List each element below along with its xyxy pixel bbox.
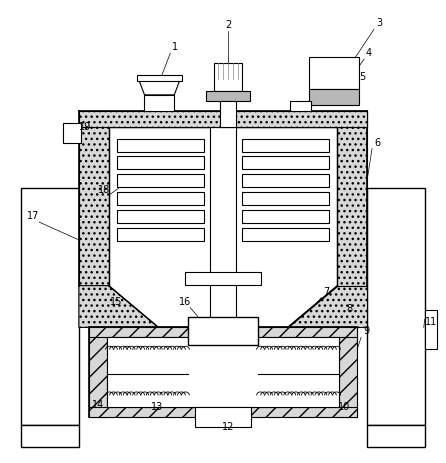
Text: 14: 14	[92, 400, 104, 410]
Bar	[367, 425, 425, 447]
Bar	[242, 175, 329, 187]
Bar	[89, 327, 357, 338]
Bar	[310, 57, 359, 89]
Text: 9: 9	[363, 326, 369, 337]
Bar	[107, 338, 339, 407]
Bar	[117, 210, 204, 223]
Text: 13: 13	[151, 402, 164, 412]
Bar	[425, 309, 437, 349]
Text: 10: 10	[338, 402, 351, 412]
Polygon shape	[139, 79, 180, 95]
Bar	[242, 156, 329, 169]
Bar	[21, 188, 79, 425]
Text: 1: 1	[172, 42, 178, 52]
Bar	[188, 318, 258, 345]
Text: 15: 15	[109, 297, 122, 307]
Bar	[89, 407, 357, 417]
Polygon shape	[79, 286, 158, 327]
Bar	[117, 175, 204, 187]
Text: 11: 11	[425, 318, 437, 327]
Bar	[136, 75, 182, 81]
Bar	[242, 138, 329, 151]
Bar	[185, 272, 261, 285]
Bar	[214, 63, 242, 91]
Text: 16: 16	[179, 297, 191, 307]
Bar	[310, 89, 359, 105]
Polygon shape	[337, 111, 367, 286]
Bar	[117, 156, 204, 169]
Bar	[117, 192, 204, 205]
Bar	[242, 228, 329, 241]
Bar	[210, 127, 236, 325]
Bar	[21, 425, 79, 447]
Text: 12: 12	[222, 422, 234, 432]
Text: 7: 7	[323, 287, 330, 297]
Polygon shape	[79, 111, 109, 286]
Bar	[242, 192, 329, 205]
Bar	[242, 210, 329, 223]
Bar	[195, 407, 251, 427]
Bar	[206, 91, 250, 101]
Bar	[339, 327, 357, 417]
Bar	[79, 111, 367, 127]
Text: 17: 17	[27, 211, 39, 221]
Bar	[89, 327, 107, 417]
Bar	[117, 228, 204, 241]
Text: 6: 6	[374, 138, 380, 148]
Bar	[220, 101, 236, 127]
Bar	[89, 327, 357, 417]
Bar	[145, 95, 174, 111]
Polygon shape	[109, 127, 337, 327]
Bar	[79, 111, 367, 127]
Text: 8: 8	[346, 304, 352, 313]
Bar	[367, 188, 425, 425]
Text: 2: 2	[225, 20, 231, 30]
Bar	[289, 101, 311, 111]
Text: 5: 5	[359, 72, 365, 82]
Bar	[63, 123, 81, 143]
Text: 18: 18	[98, 185, 110, 195]
Text: 3: 3	[376, 19, 382, 28]
Bar	[117, 138, 204, 151]
Text: 4: 4	[366, 48, 372, 58]
Polygon shape	[288, 286, 367, 327]
Text: 19: 19	[79, 122, 91, 131]
